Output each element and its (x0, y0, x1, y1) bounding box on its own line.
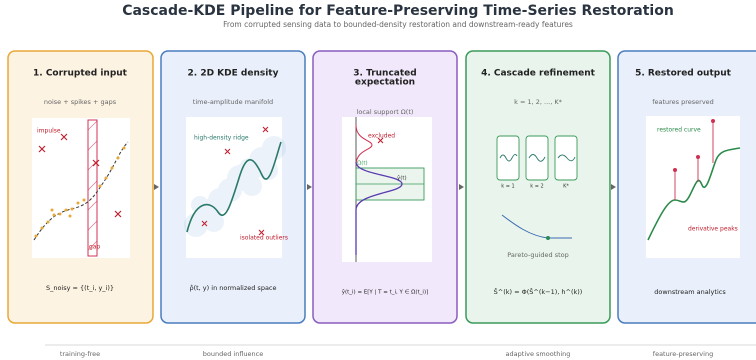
panel-subtitle: features preserved (652, 98, 714, 106)
formula: ŷ(t_i) = E[Y | T = t_i, Y ∈ Ω(t_i)] (342, 289, 429, 296)
plot-area (32, 118, 130, 258)
panel-title: 5. Restored output (635, 69, 732, 79)
label: Pareto-guided stop (507, 251, 569, 259)
formula: ρ̂(t, y) in normalized space (189, 284, 276, 292)
label: high-density ridge (194, 135, 249, 142)
label: impulse (37, 128, 61, 135)
subtitle: From corrupted sensing data to bounded-d… (223, 20, 573, 29)
label: k = 1 (501, 184, 514, 190)
label: ŷ(t) (397, 175, 407, 182)
panel-title: 1. Corrupted input (33, 69, 128, 79)
panel-subtitle: k = 1, 2, ..., K* (514, 98, 562, 106)
label: Ω(t) (357, 161, 368, 167)
formula: S_noisy = {(t_i, y_i)} (46, 284, 114, 292)
label: gap (89, 244, 100, 251)
panel-title: 2. 2D KDE density (188, 69, 279, 79)
panel-subtitle: local support Ω(t) (357, 108, 414, 116)
footer-label: training-free (60, 350, 100, 358)
footer-label: feature-preserving (653, 350, 713, 358)
panel-subtitle: noise + spikes + gaps (44, 98, 117, 106)
stop-point (546, 236, 550, 240)
formula: Ŝ^(k) = Φ(Ŝ^(k−1), h^(k)) (494, 287, 583, 296)
panel-subtitle: time-amplitude manifold (193, 98, 273, 106)
footer-label: adaptive smoothing (506, 350, 571, 358)
label: isolated outliers (240, 235, 288, 242)
label: K* (563, 184, 569, 190)
panel-title: 4. Cascade refinement (481, 69, 596, 79)
panel-title: expectation (355, 78, 415, 88)
footer-label: bounded influence (203, 350, 264, 358)
formula: downstream analytics (654, 288, 726, 296)
label: k = 2 (530, 184, 543, 190)
label: derivative peaks (688, 226, 738, 233)
label: restored curve (657, 127, 701, 134)
pipeline-diagram: Cascade-KDE Pipeline for Feature-Preserv… (0, 0, 756, 360)
label: excluded (368, 133, 395, 140)
title: Cascade-KDE Pipeline for Feature-Preserv… (122, 3, 674, 19)
